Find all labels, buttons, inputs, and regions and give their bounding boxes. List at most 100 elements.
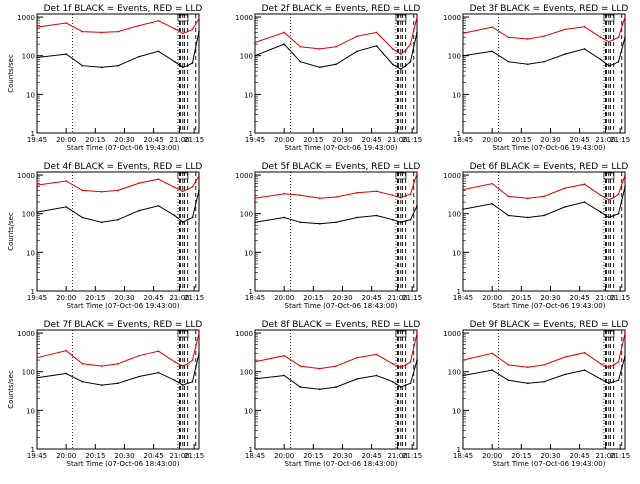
chart-panel-3: Det 3f BLACK = Events, RED = LLD 1 10 100 10… — [443, 4, 630, 152]
data-point — [543, 35, 545, 37]
chart-panel-8: Det 8f BLACK = Events, RED = LLD 1 10 100 10… — [235, 320, 422, 468]
data-point — [491, 26, 493, 28]
data-point — [416, 172, 418, 175]
chart-panel-6: Det 6f BLACK = Events, RED = LLD 1 10 100 10… — [443, 162, 630, 310]
data-point — [617, 60, 620, 63]
data-point — [543, 364, 545, 366]
series-line-lld — [462, 332, 626, 368]
x-tick-label: 20:30 — [114, 452, 134, 460]
data-point — [117, 189, 119, 192]
data-point — [299, 221, 302, 224]
x-tick-label: 21:15 — [610, 136, 630, 144]
series-line-events — [462, 186, 626, 219]
y-tick-label: 1 — [31, 288, 35, 296]
y-tick-label: 10 — [244, 249, 253, 257]
data-point — [462, 32, 464, 35]
data-point — [409, 218, 412, 221]
y-tick-label: 10 — [26, 407, 35, 415]
x-tick-label: 21:00 — [169, 452, 189, 460]
data-point — [299, 386, 302, 388]
data-point — [462, 359, 464, 361]
data-point — [507, 364, 510, 366]
data-point — [543, 195, 545, 198]
data-point — [319, 388, 321, 391]
series-line-events — [36, 31, 200, 68]
data-point — [283, 31, 285, 34]
data-point — [491, 203, 493, 205]
data-point — [335, 221, 337, 224]
x-tick-label: 20:15 — [85, 452, 105, 460]
data-point — [81, 380, 84, 383]
series-line-lld — [462, 174, 626, 201]
x-tick-label: 20:30 — [114, 136, 134, 144]
data-point — [65, 349, 67, 352]
data-point — [564, 206, 566, 208]
y-tick-label: 1 — [457, 446, 461, 454]
plot-frame — [462, 329, 626, 450]
plot-frame — [36, 171, 200, 292]
y-tick-label: 1000 — [17, 14, 35, 22]
data-point — [409, 43, 412, 45]
x-tick-label: 20:00 — [274, 452, 294, 460]
data-point — [543, 380, 545, 383]
chart-title: Det 7f BLACK = Events, RED = LLD — [44, 320, 203, 330]
data-point — [391, 380, 394, 383]
x-axis-label: Start Time (07-Oct-06 19:43:00) — [493, 144, 606, 152]
data-point — [527, 197, 529, 200]
data-point — [599, 378, 602, 380]
data-point — [191, 216, 194, 219]
series-line-events — [36, 353, 200, 386]
chart-panel-9: Det 9f BLACK = Events, RED = LLD 1 10 100 10… — [443, 320, 630, 468]
data-point — [138, 24, 140, 27]
chart-title: Det 2f BLACK = Events, RED = LLD — [262, 4, 421, 14]
data-point — [400, 221, 402, 224]
x-tick-label: 20:15 — [303, 294, 323, 302]
data-point — [319, 48, 321, 50]
data-point — [608, 64, 610, 67]
data-point — [462, 188, 464, 191]
data-point — [564, 28, 566, 31]
data-point — [391, 363, 394, 365]
data-point — [617, 361, 620, 363]
data-point — [400, 68, 402, 70]
data-point — [583, 48, 586, 50]
y-tick-label: 1 — [249, 288, 253, 296]
data-point — [599, 36, 602, 39]
data-point — [182, 190, 184, 193]
data-point — [400, 196, 402, 199]
x-axis-label: Start Time (07-Oct-06 19:43:00) — [493, 460, 606, 468]
y-tick-label: 10 — [244, 91, 253, 99]
data-point — [599, 211, 602, 213]
data-point — [198, 30, 200, 33]
data-point — [599, 58, 602, 61]
x-tick-label: 20:45 — [362, 452, 382, 460]
chart-title: Det 1f BLACK = Events, RED = LLD — [44, 4, 203, 14]
data-point — [624, 36, 626, 39]
data-point — [299, 46, 302, 48]
x-tick-label: 21:15 — [184, 136, 204, 144]
x-tick-label: 20:15 — [85, 294, 105, 302]
x-tick-label: 21:15 — [184, 294, 204, 302]
y-tick-label: 1 — [457, 288, 461, 296]
data-point — [527, 216, 529, 219]
data-point — [608, 366, 610, 369]
data-point — [254, 378, 256, 380]
data-point — [254, 54, 256, 57]
data-point — [356, 378, 358, 380]
data-point — [527, 38, 529, 40]
flag-box — [177, 172, 189, 180]
data-point — [81, 189, 84, 192]
data-point — [409, 193, 412, 195]
data-point — [612, 38, 615, 41]
data-point — [356, 191, 358, 194]
x-tick-label: 20:45 — [144, 452, 164, 460]
data-point — [283, 216, 285, 219]
data-point — [186, 382, 189, 385]
x-tick-label: 21:00 — [169, 136, 189, 144]
data-point — [81, 64, 84, 67]
x-tick-label: 20:30 — [540, 294, 560, 302]
data-point — [186, 30, 189, 33]
x-tick-label: 20:15 — [511, 452, 531, 460]
y-tick-label: 10 — [244, 407, 253, 415]
